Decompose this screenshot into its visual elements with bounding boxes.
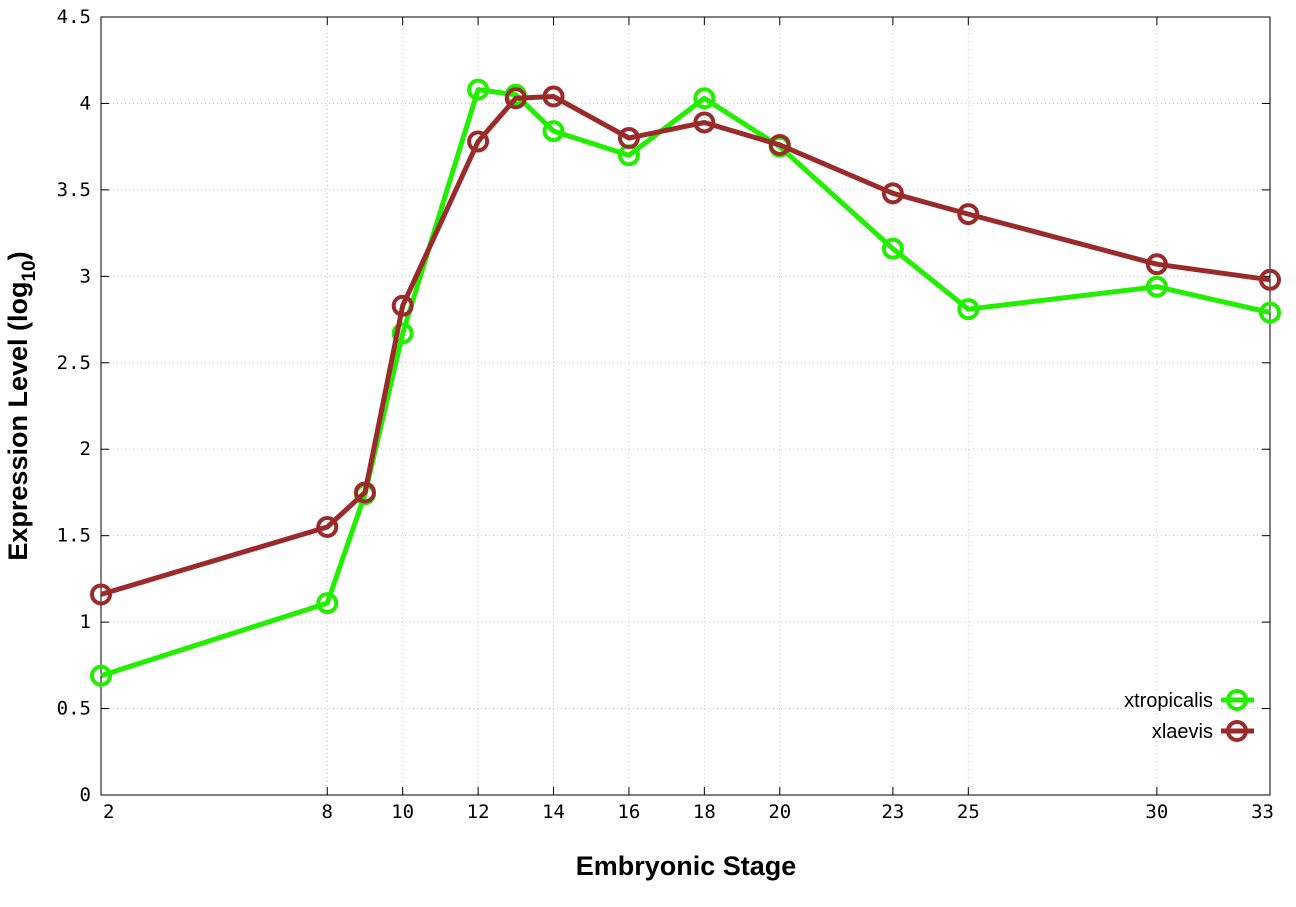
y-axis-title-subscript: 10 [19,260,40,281]
xlaevis-line [100,94,1271,597]
y-tick-label: 0.5 [57,698,91,720]
series-lines [90,78,1281,687]
axis-ticks: 0 0.5 1 1.5 2 2.5 3 3.5 4 4.5 2 8 10 12 14 16 18 20 23 25 30… [57,6,1274,823]
xlaevis-point [693,111,716,134]
xtropicalis-point [1259,301,1281,324]
xlaevis-point [90,583,112,606]
xtropicalis-point [391,322,414,345]
legend-swatch-marker [1226,720,1248,742]
x-tick-label: 2 [103,801,114,823]
legend-label-xlaevis: xlaevis [1152,721,1213,743]
y-tick-label: 2.5 [57,352,91,374]
xtropicalis-line [100,87,1271,679]
xtropicalis-point [90,664,112,687]
y-axis-title-main: Expression Level (log [3,282,33,561]
xlaevis-point [1259,268,1281,291]
x-tick-label: 8 [322,801,333,823]
xlaevis-point [316,516,339,539]
y-tick-label: 0 [80,784,91,806]
x-tick-label: 18 [693,801,716,823]
legend-label-xtropicalis: xtropicalis [1124,690,1213,712]
x-tick-label: 10 [391,801,414,823]
xlaevis-point [391,294,414,317]
y-tick-label: 3.5 [57,179,91,201]
y-tick-label: 4 [80,92,91,114]
y-axis-title: Expression Level (log10) [3,251,40,560]
xlaevis-point [957,203,980,226]
x-tick-label: 25 [957,801,980,823]
y-tick-label: 1.5 [57,525,91,547]
xlaevis-point [1145,253,1168,276]
xlaevis-point [881,182,904,205]
y-tick-label: 4.5 [57,6,91,28]
y-tick-label: 1 [80,611,91,633]
legend-swatch-marker [1226,689,1248,711]
x-tick-label: 12 [467,801,490,823]
xtropicalis-point [881,237,904,260]
xlaevis-point [768,133,791,156]
legend: xtropicalis xlaevis [1124,689,1254,743]
plot-frame [100,16,1271,796]
xlaevis-point [504,87,527,110]
gridlines [101,17,1270,795]
xtropicalis-point [542,120,565,143]
y-tick-label: 2 [80,438,91,460]
xlaevis-point [617,127,640,150]
x-tick-label: 33 [1251,801,1274,823]
x-tick-label: 23 [881,801,904,823]
xlaevis-point [542,85,565,108]
xlaevis-point [353,481,376,504]
x-tick-label: 30 [1145,801,1168,823]
xtropicalis-point [467,78,490,101]
x-tick-label: 14 [542,801,565,823]
x-tick-label: 20 [768,801,791,823]
xtropicalis-point [693,87,716,110]
xlaevis-point [467,130,490,153]
y-axis-title-close: ) [3,251,33,260]
x-tick-label: 16 [617,801,640,823]
xtropicalis-point [957,298,980,321]
x-axis-title: Embryonic Stage [576,851,797,881]
xtropicalis-point [1145,275,1168,298]
xtropicalis-point [316,592,339,615]
y-tick-label: 3 [80,265,91,287]
